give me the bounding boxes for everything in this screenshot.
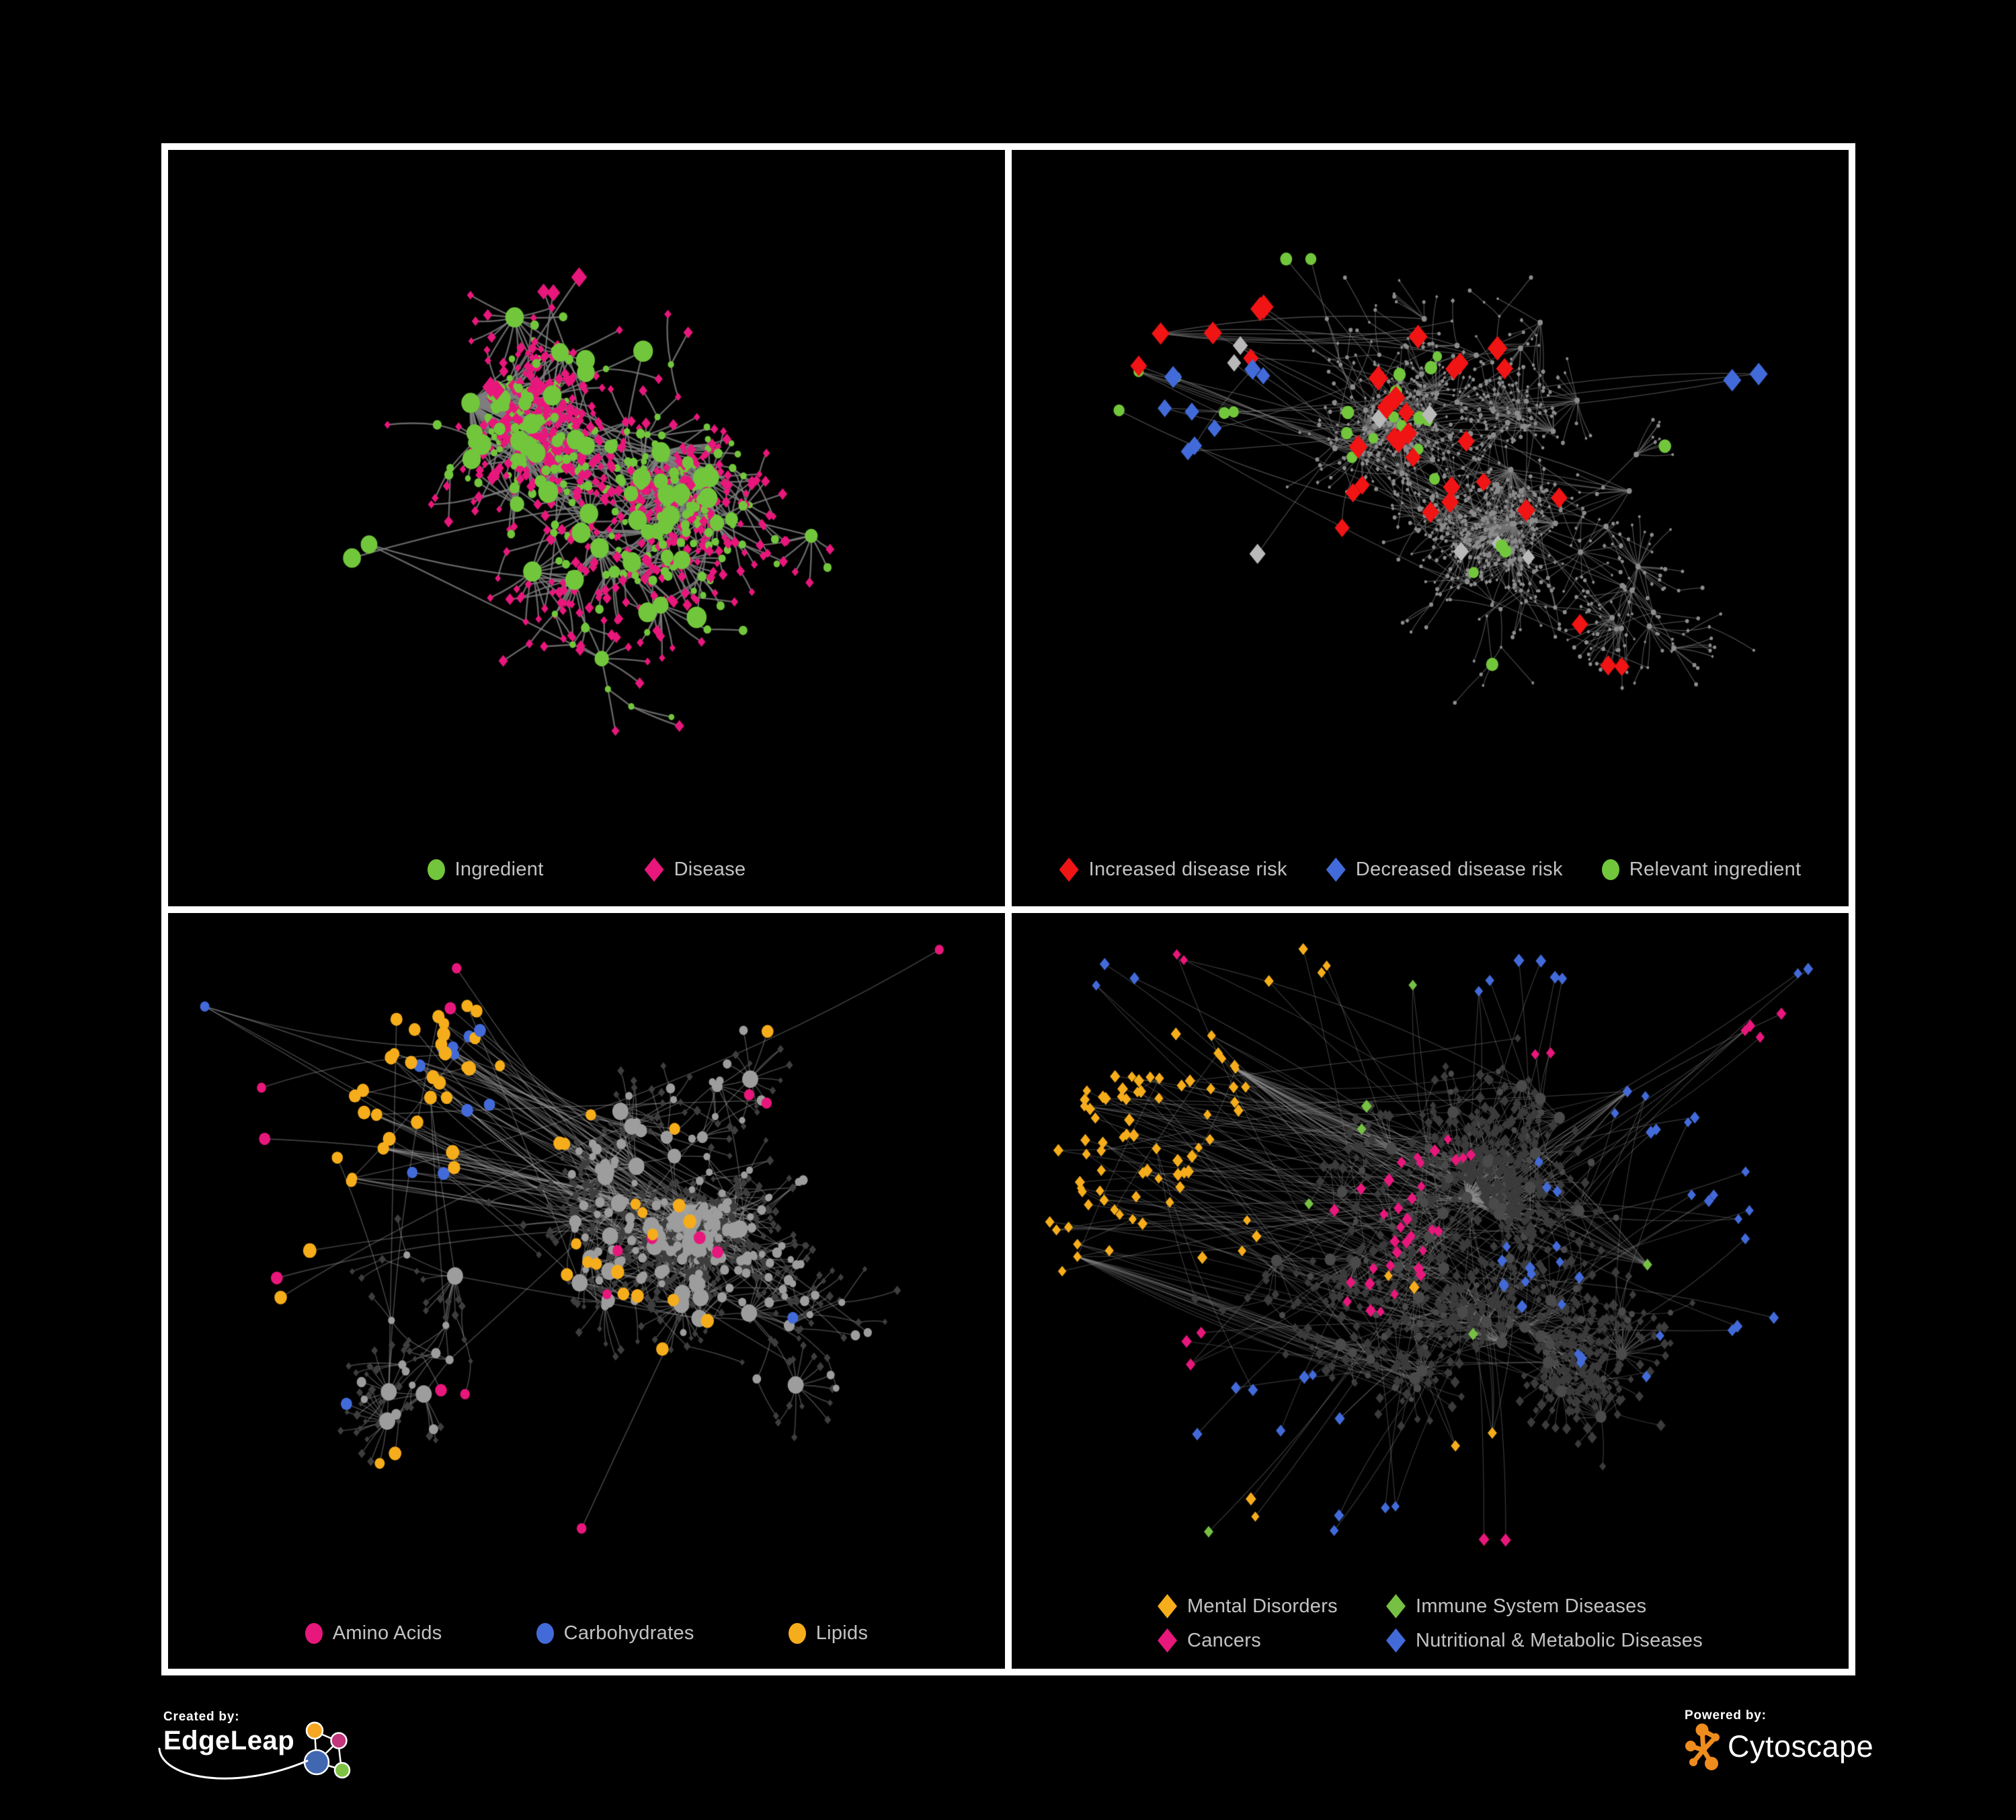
edgeleap-logo-icon bbox=[303, 1721, 351, 1779]
powered-by-credit: Powered by: bbox=[1685, 1708, 1873, 1770]
network-graph-disease-classes bbox=[1012, 912, 1849, 1669]
network-graph-ingredient-disease bbox=[168, 150, 1005, 906]
created-by-credit: Created by: EdgeLeap bbox=[158, 1710, 356, 1784]
panel-disease-classes: Mental Disorders Immune System Diseases … bbox=[1012, 912, 1849, 1669]
panel-nutrient-classes: Amino Acids Carbohydrates Lipids bbox=[168, 912, 1005, 1669]
network-graph-nutrient-classes bbox=[168, 912, 1005, 1669]
panel-disease-risk: Increased disease risk Decreased disease… bbox=[1012, 150, 1849, 906]
edgeleap-wordmark: EdgeLeap bbox=[163, 1726, 295, 1755]
powered-by-label: Powered by: bbox=[1685, 1708, 1767, 1723]
created-by-label: Created by: bbox=[163, 1710, 240, 1724]
panel-ingredient-disease: Ingredient Disease bbox=[168, 150, 1005, 906]
cytoscape-logo-icon bbox=[1685, 1723, 1720, 1770]
cytoscape-wordmark: Cytoscape bbox=[1728, 1729, 1874, 1764]
panel-grid: Ingredient Disease Increased disease ris… bbox=[161, 143, 1855, 1675]
network-graph-disease-risk bbox=[1012, 150, 1849, 906]
